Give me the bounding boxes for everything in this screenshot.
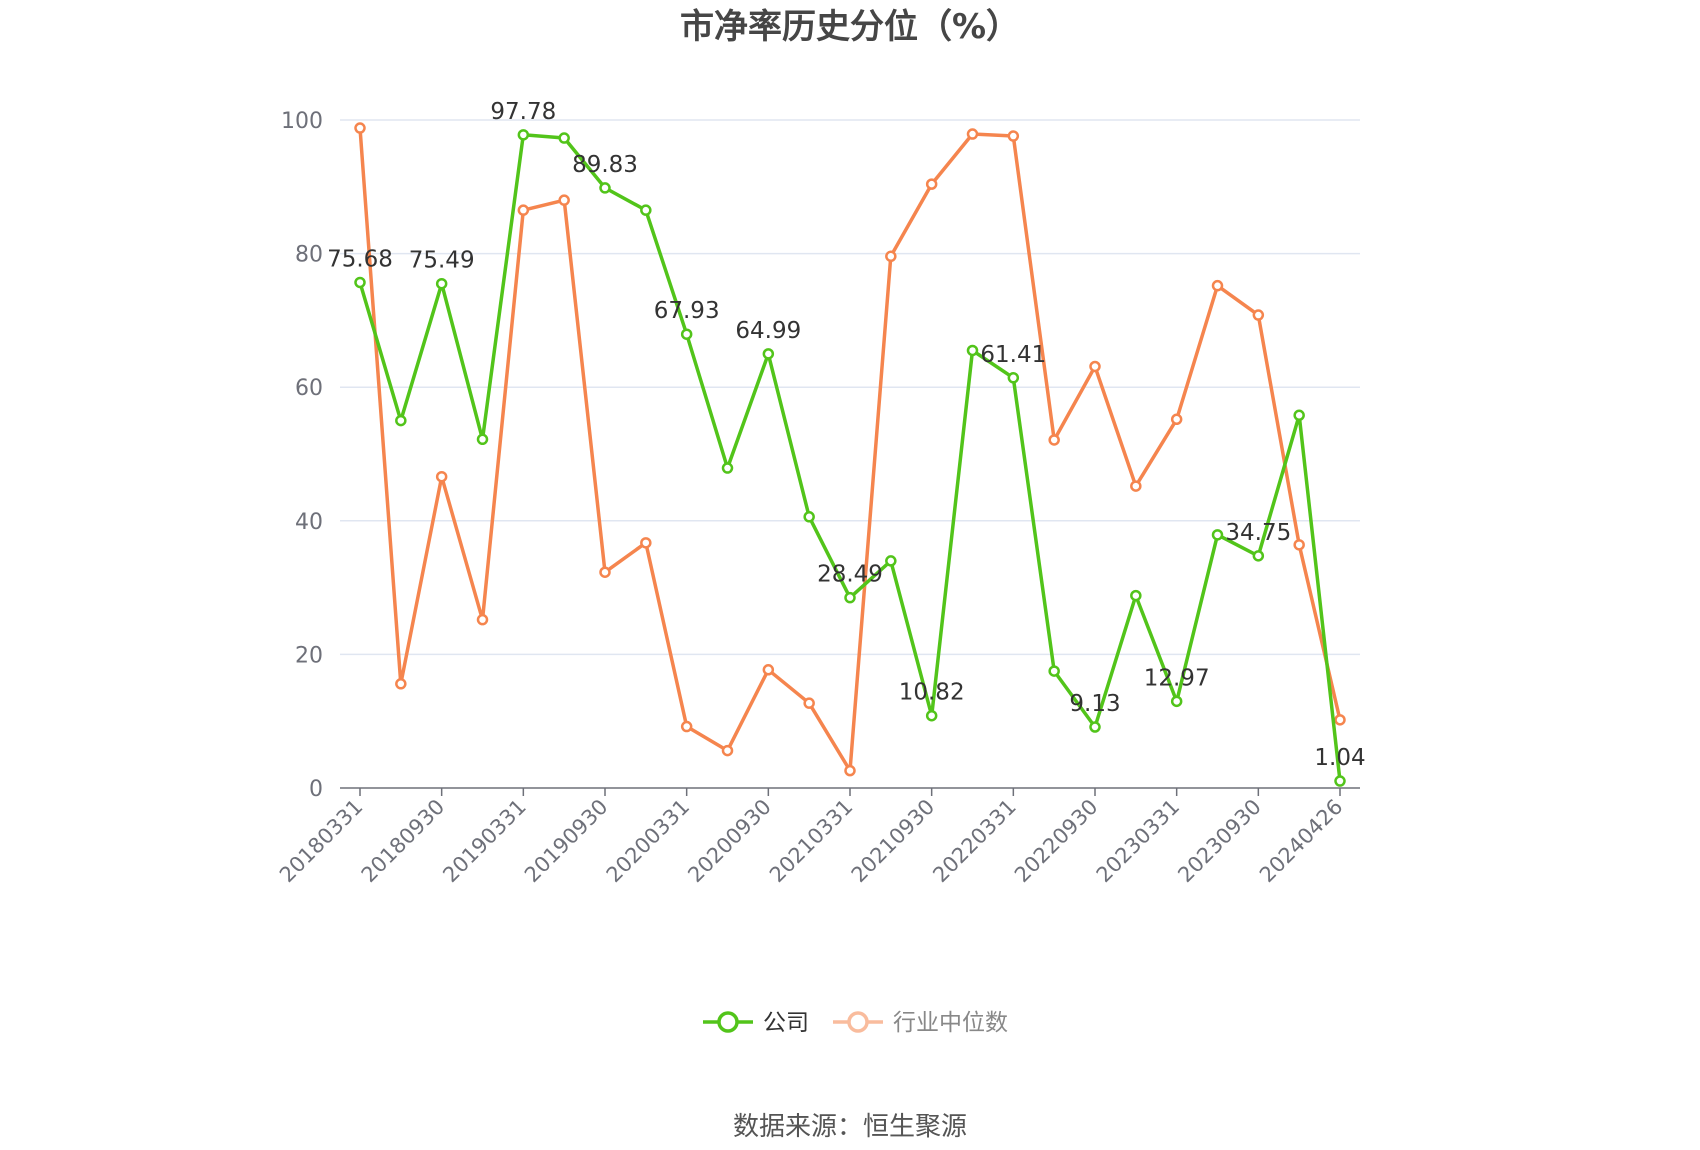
data-point[interactable] xyxy=(1170,413,1183,426)
data-point[interactable] xyxy=(517,129,530,141)
data-point[interactable] xyxy=(1334,775,1346,787)
data-point[interactable] xyxy=(1048,434,1060,446)
data-point[interactable] xyxy=(885,250,897,263)
data-point[interactable] xyxy=(803,697,815,709)
data-point[interactable] xyxy=(1252,550,1265,562)
chart-title: 市净率历史分位（%） xyxy=(680,7,1020,47)
x-tick-label: 20180331 xyxy=(275,795,368,888)
series-group xyxy=(354,122,1346,787)
data-point[interactable] xyxy=(844,764,856,777)
data-point[interactable] xyxy=(1007,130,1020,142)
data-point[interactable] xyxy=(1130,480,1142,492)
data-label: 75.49 xyxy=(409,248,475,274)
data-point[interactable] xyxy=(1007,372,1020,384)
data-label: 1.04 xyxy=(1314,745,1365,771)
data-point[interactable] xyxy=(762,664,775,676)
data-point[interactable] xyxy=(476,433,489,446)
x-tick-label: 20190331 xyxy=(438,795,531,888)
y-tick-label: 40 xyxy=(295,510,323,535)
data-label: 89.83 xyxy=(572,152,638,178)
x-tick-label: 20200331 xyxy=(602,795,695,888)
data-point[interactable] xyxy=(966,128,979,140)
data-point[interactable] xyxy=(640,537,652,549)
y-tick-label: 100 xyxy=(281,109,323,134)
legend-marker xyxy=(847,1011,869,1033)
x-axis: 2018033120180930201903312019093020200331… xyxy=(275,787,1360,888)
data-label: 12.97 xyxy=(1144,665,1210,691)
data-point[interactable] xyxy=(721,744,734,757)
data-point[interactable] xyxy=(1293,539,1305,551)
legend-label: 公司 xyxy=(763,1010,809,1036)
data-source: 数据来源：恒生聚源 xyxy=(733,1112,967,1142)
x-tick-label: 20240426 xyxy=(1255,795,1348,888)
data-label: 97.78 xyxy=(490,99,556,125)
data-point[interactable] xyxy=(762,348,775,360)
data-point[interactable] xyxy=(803,511,815,523)
data-point[interactable] xyxy=(354,122,366,134)
data-point[interactable] xyxy=(925,709,938,722)
data-point[interactable] xyxy=(885,555,897,567)
x-tick-label: 20210331 xyxy=(765,795,858,888)
data-point[interactable] xyxy=(476,613,489,626)
data-point[interactable] xyxy=(925,178,938,190)
data-point[interactable] xyxy=(517,204,530,216)
data-point[interactable] xyxy=(1089,721,1101,733)
data-labels: 75.68 75.49 97.78 89.83 67.93 64.99 28.49 10.82… xyxy=(327,99,1366,771)
x-tick-label: 20230930 xyxy=(1173,795,1266,888)
x-tick-label: 20230331 xyxy=(1092,795,1185,888)
data-point[interactable] xyxy=(1334,714,1346,726)
data-point[interactable] xyxy=(1089,360,1101,373)
data-label: 34.75 xyxy=(1225,520,1291,546)
data-label: 75.68 xyxy=(327,246,393,272)
data-point[interactable] xyxy=(1252,309,1265,321)
x-tick-label: 20190930 xyxy=(520,795,613,888)
x-tick-label: 20200930 xyxy=(683,795,776,888)
data-point[interactable] xyxy=(640,204,652,216)
data-point[interactable] xyxy=(395,678,407,690)
data-point[interactable] xyxy=(1293,409,1305,422)
y-tick-label: 60 xyxy=(295,376,323,401)
data-point[interactable] xyxy=(966,344,979,357)
legend-item-1[interactable]: 行业中位数 xyxy=(833,1010,1008,1036)
data-label: 64.99 xyxy=(735,318,801,344)
data-point[interactable] xyxy=(599,182,611,194)
data-point[interactable] xyxy=(395,414,407,427)
data-point[interactable] xyxy=(1211,279,1224,292)
x-tick-label: 20180930 xyxy=(357,795,450,888)
y-axis: 0 20 40 60 80 100 xyxy=(281,109,323,802)
data-point[interactable] xyxy=(680,720,693,733)
data-point[interactable] xyxy=(680,328,693,340)
data-point[interactable] xyxy=(844,591,856,604)
y-tick-label: 0 xyxy=(309,777,323,802)
data-label: 28.49 xyxy=(817,562,883,588)
data-label: 9.13 xyxy=(1069,691,1120,717)
data-label: 67.93 xyxy=(654,298,720,324)
legend[interactable]: 公司 行业中位数 xyxy=(703,1010,1008,1036)
y-tick-label: 80 xyxy=(295,243,323,268)
data-point[interactable] xyxy=(558,194,570,206)
data-point[interactable] xyxy=(558,132,570,144)
data-point[interactable] xyxy=(1130,589,1142,602)
data-point[interactable] xyxy=(435,277,448,290)
data-point[interactable] xyxy=(354,276,366,289)
data-point[interactable] xyxy=(1211,529,1224,541)
data-point[interactable] xyxy=(1048,665,1060,677)
data-point[interactable] xyxy=(599,566,611,578)
data-point[interactable] xyxy=(1170,695,1183,708)
data-point[interactable] xyxy=(721,462,734,474)
x-tick-label: 20220930 xyxy=(1010,795,1103,888)
x-tick-label: 20210930 xyxy=(847,795,940,888)
legend-marker xyxy=(717,1011,739,1033)
data-point[interactable] xyxy=(435,470,448,483)
x-tick-label: 20220331 xyxy=(928,795,1021,888)
legend-label: 行业中位数 xyxy=(893,1010,1008,1036)
legend-item-0[interactable]: 公司 xyxy=(703,1010,809,1036)
data-label: 10.82 xyxy=(899,680,965,706)
data-label: 61.41 xyxy=(980,342,1046,368)
y-tick-label: 20 xyxy=(295,643,323,668)
